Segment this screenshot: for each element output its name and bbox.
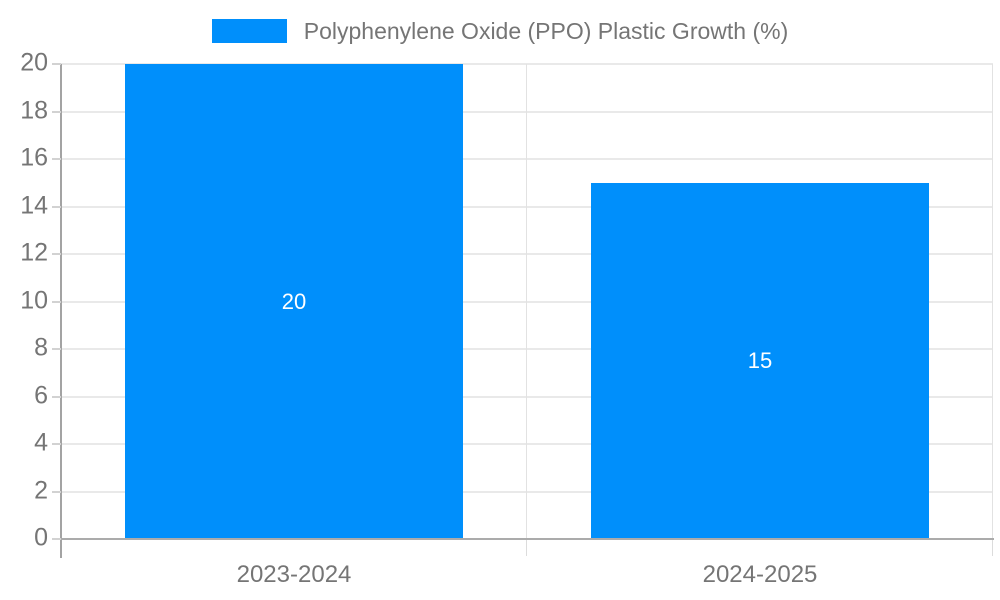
- y-axis-tick: [52, 300, 61, 303]
- y-axis-tick: [52, 110, 61, 113]
- x-axis-line: [60, 538, 994, 540]
- y-axis-tick-label: 12: [20, 238, 48, 267]
- gridline: [61, 348, 993, 350]
- legend-label: Polyphenylene Oxide (PPO) Plastic Growth…: [303, 17, 789, 44]
- gridline: [61, 443, 993, 445]
- gridline: [61, 158, 993, 160]
- y-axis-tick: [52, 490, 61, 493]
- y-axis-tick-label: 16: [20, 143, 48, 172]
- legend-swatch-icon: [211, 19, 287, 43]
- gridline: [526, 64, 527, 539]
- plot-area: [61, 63, 993, 539]
- y-axis-tick: [52, 443, 61, 445]
- bar: [125, 64, 463, 539]
- bar-value-label: 20: [281, 288, 307, 314]
- y-axis-line: [60, 64, 62, 558]
- y-axis-tick: [52, 538, 61, 540]
- bar-value-label: 15: [747, 347, 773, 373]
- gridline: [61, 205, 993, 208]
- bar: [591, 182, 929, 539]
- y-axis-tick-label: 14: [20, 191, 48, 219]
- y-axis-tick: [52, 253, 61, 255]
- y-axis-tick-label: 2: [34, 476, 48, 504]
- y-axis-tick-label: 10: [20, 286, 48, 314]
- gridline: [61, 110, 993, 113]
- legend-item[interactable]: Polyphenylene Oxide (PPO) Plastic Growth…: [0, 17, 1000, 44]
- y-axis-tick: [52, 395, 61, 398]
- gridline: [992, 64, 993, 539]
- y-axis-tick: [52, 63, 61, 65]
- gridline: [61, 253, 993, 255]
- y-axis-tick: [52, 348, 61, 350]
- y-axis-tick-label: 6: [34, 381, 48, 409]
- x-axis-category-label: 2024-2025: [702, 561, 818, 588]
- gridline: [61, 63, 993, 65]
- x-axis-category-label: 2023-2024: [236, 561, 352, 588]
- y-axis-tick: [52, 205, 61, 208]
- y-axis-tick-label: 8: [34, 333, 48, 362]
- y-axis-tick-label: 0: [34, 523, 48, 552]
- gridline: [61, 300, 993, 303]
- y-axis-tick-label: 18: [20, 96, 48, 124]
- y-axis-tick-label: 4: [34, 428, 48, 457]
- x-axis-tick: [992, 540, 993, 556]
- gridline: [61, 395, 993, 398]
- gridline: [61, 490, 993, 493]
- y-axis-tick: [52, 158, 61, 160]
- x-axis-tick: [526, 540, 527, 556]
- y-axis-tick-label: 20: [20, 48, 48, 77]
